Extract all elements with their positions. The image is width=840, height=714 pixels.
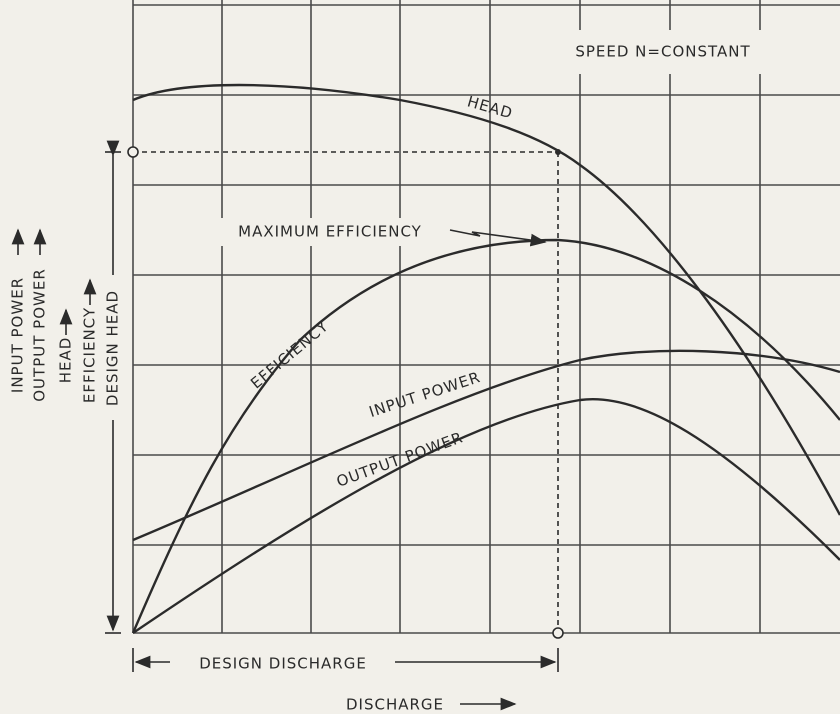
design-point	[127, 146, 139, 158]
x-label: DISCHARGE	[346, 696, 444, 714]
y-label: EFFICIENCY	[81, 307, 99, 403]
y-label: HEAD	[57, 337, 75, 384]
y-label: OUTPUT POWER	[31, 268, 49, 402]
x-label: DESIGN DISCHARGE	[199, 655, 367, 673]
efficiency-curve	[131, 238, 840, 634]
note-bg	[540, 30, 790, 74]
design-point	[555, 149, 561, 155]
efficiency-label: EFFICIENCY	[247, 317, 332, 393]
output-power-curve	[132, 397, 840, 634]
y-label: INPUT POWER	[9, 277, 27, 393]
max-eff-label: MAXIMUM EFFICIENCY	[238, 223, 422, 241]
label-bg	[205, 218, 455, 246]
max-eff-arrow	[449, 229, 547, 247]
speed-note: SPEED N=CONSTANT	[575, 43, 750, 61]
y-label: DESIGN HEAD	[104, 290, 122, 406]
input-power-curve	[132, 349, 840, 542]
head-curve	[132, 83, 840, 516]
design-point	[552, 627, 564, 639]
grid	[132, 0, 840, 634]
